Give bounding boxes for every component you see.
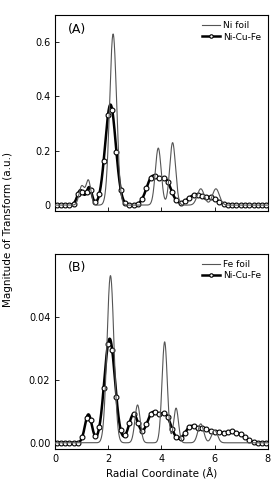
Text: (A): (A) (68, 23, 86, 36)
Legend: Fe foil, Ni-Cu-Fe: Fe foil, Ni-Cu-Fe (200, 258, 263, 282)
X-axis label: Radial Coordinate (Å): Radial Coordinate (Å) (106, 468, 217, 480)
Text: (B): (B) (68, 261, 86, 274)
Text: Magnitude of Transform (a.u.): Magnitude of Transform (a.u.) (3, 152, 13, 307)
Legend: Ni foil, Ni-Cu-Fe: Ni foil, Ni-Cu-Fe (200, 19, 263, 43)
